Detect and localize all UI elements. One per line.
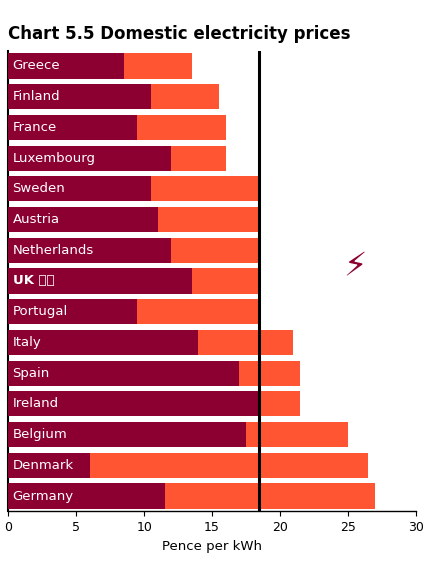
Bar (90, 453, 368, 478)
Bar (8, 391, 259, 416)
Bar (124, 53, 192, 79)
Bar (8, 361, 239, 386)
Bar (137, 299, 259, 324)
Bar (198, 330, 293, 355)
Text: Denmark: Denmark (13, 459, 74, 472)
Bar (165, 483, 375, 509)
Bar (8, 53, 124, 79)
Bar (239, 361, 300, 386)
Text: Finland: Finland (13, 90, 60, 103)
Text: Ireland: Ireland (13, 397, 59, 410)
Bar (8, 422, 246, 447)
Bar (158, 207, 259, 232)
Bar (8, 146, 171, 171)
Bar (171, 238, 259, 263)
Bar (8, 84, 151, 109)
Bar (8, 207, 158, 232)
Bar (8, 483, 165, 509)
Text: France: France (13, 121, 57, 134)
Bar (151, 84, 219, 109)
Text: Spain: Spain (13, 366, 50, 380)
Bar (137, 115, 226, 140)
Text: UK 🇬🇧: UK 🇬🇧 (13, 274, 54, 288)
Text: Belgium: Belgium (13, 428, 67, 441)
Bar (8, 269, 192, 293)
Bar (259, 391, 300, 416)
Text: Chart 5.5 Domestic electricity prices: Chart 5.5 Domestic electricity prices (8, 25, 351, 43)
Bar (151, 176, 259, 201)
Text: ⚡: ⚡ (343, 249, 366, 282)
Text: Germany: Germany (13, 490, 74, 502)
X-axis label: Pence per kWh: Pence per kWh (162, 540, 262, 552)
Bar (8, 299, 137, 324)
Bar (8, 238, 171, 263)
Text: Sweden: Sweden (13, 182, 65, 196)
Bar (192, 269, 259, 293)
Bar (171, 146, 226, 171)
Text: Netherlands: Netherlands (13, 244, 94, 257)
Bar (246, 422, 348, 447)
Text: Austria: Austria (13, 213, 60, 226)
Text: Portugal: Portugal (13, 305, 68, 318)
Text: Greece: Greece (13, 60, 60, 72)
Text: Italy: Italy (13, 336, 41, 349)
Bar (8, 176, 151, 201)
Bar (8, 115, 137, 140)
Text: Luxembourg: Luxembourg (13, 152, 95, 165)
Bar (8, 330, 198, 355)
Bar (8, 453, 90, 478)
